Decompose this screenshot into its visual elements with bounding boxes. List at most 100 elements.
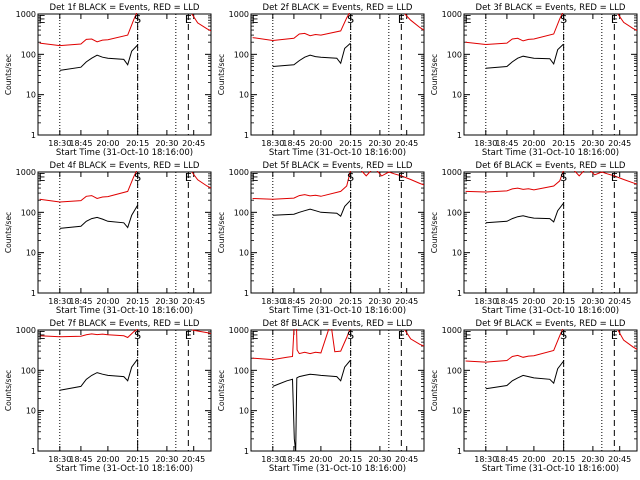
event-marker: S bbox=[560, 13, 567, 26]
panel-det-6: Det 6f BLACK = Events, RED = LLD 1 10 100 10… bbox=[430, 161, 638, 316]
event-marker: E bbox=[185, 171, 192, 184]
x-tick-label: 18:30 bbox=[48, 297, 71, 306]
x-tick-label: 18:45 bbox=[69, 455, 92, 464]
x-tick-label: 20:45 bbox=[395, 455, 418, 464]
x-tick-label: 20:00 bbox=[309, 297, 332, 306]
x-tick-label: 18:45 bbox=[495, 139, 518, 148]
x-axis-label: Start Time (31-Oct-10 18:16:00) bbox=[269, 464, 406, 474]
x-tick-label: 20:15 bbox=[126, 139, 149, 148]
series-line-events bbox=[485, 202, 564, 224]
x-tick-label: 20:30 bbox=[368, 455, 391, 464]
x-tick-label: 20:30 bbox=[155, 139, 178, 148]
plot-frame bbox=[463, 329, 638, 452]
y-tick-label: 1 bbox=[244, 131, 249, 140]
x-tick-label: 18:45 bbox=[495, 297, 518, 306]
x-axis-label: Start Time (31-Oct-10 18:16:00) bbox=[482, 306, 619, 316]
y-tick-label: 1 bbox=[31, 131, 36, 140]
y-tick-label: 1000 bbox=[229, 10, 249, 19]
y-tick-label: 1 bbox=[31, 289, 36, 298]
x-tick-label: 20:00 bbox=[522, 455, 545, 464]
x-tick-label: 18:45 bbox=[282, 139, 305, 148]
y-tick-label: 10 bbox=[239, 407, 249, 416]
x-tick-label: 20:00 bbox=[96, 455, 119, 464]
y-tick-label: 1 bbox=[457, 289, 462, 298]
series-line-events bbox=[59, 44, 138, 71]
panel-title: Det 4f BLACK = Events, RED = LLD bbox=[50, 161, 200, 171]
series-line-events bbox=[485, 43, 564, 69]
panel-det-7: Det 7f BLACK = Events, RED = LLD 1 10 100 10… bbox=[4, 319, 212, 474]
panel-title: Det 6f BLACK = Events, RED = LLD bbox=[476, 161, 626, 171]
event-marker: E bbox=[398, 13, 405, 26]
plot-frame bbox=[37, 329, 212, 452]
x-tick-label: 20:45 bbox=[182, 297, 205, 306]
series-line-lld bbox=[39, 171, 138, 203]
panel-det-4: Det 4f BLACK = Events, RED = LLD 1 10 100 10… bbox=[4, 161, 212, 316]
panel-det-3: Det 3f BLACK = Events, RED = LLD 1 10 100 10… bbox=[430, 3, 638, 158]
y-tick-label: 1 bbox=[244, 447, 249, 456]
x-tick-label: 20:45 bbox=[395, 297, 418, 306]
x-tick-label: 18:45 bbox=[282, 297, 305, 306]
y-axis-label: Counts/sec bbox=[4, 212, 13, 253]
x-tick-label: 18:30 bbox=[48, 455, 71, 464]
event-marker: S bbox=[560, 171, 567, 184]
x-axis-label: Start Time (31-Oct-10 18:16:00) bbox=[56, 148, 193, 158]
event-marker: E bbox=[611, 13, 618, 26]
event-marker: E bbox=[611, 171, 618, 184]
plot-frame bbox=[250, 13, 425, 136]
y-axis-label: Counts/sec bbox=[217, 54, 226, 95]
y-axis-label: Counts/sec bbox=[430, 212, 439, 253]
x-tick-label: 18:30 bbox=[474, 455, 497, 464]
plot-frame bbox=[250, 171, 425, 294]
series-line-lld bbox=[191, 171, 211, 189]
series-line-events bbox=[272, 199, 351, 217]
x-tick-label: 20:45 bbox=[182, 139, 205, 148]
y-axis-label: Counts/sec bbox=[430, 370, 439, 411]
y-tick-label: 10 bbox=[452, 407, 462, 416]
series-line-lld bbox=[252, 171, 424, 200]
x-tick-label: 20:30 bbox=[155, 297, 178, 306]
y-tick-label: 10 bbox=[452, 249, 462, 258]
series-line-events bbox=[59, 358, 139, 391]
y-tick-label: 100 bbox=[234, 366, 249, 375]
event-marker: S bbox=[134, 329, 141, 342]
y-tick-label: 100 bbox=[234, 50, 249, 59]
y-tick-label: 1000 bbox=[442, 10, 462, 19]
x-tick-label: 18:30 bbox=[474, 139, 497, 148]
x-axis-label: Start Time (31-Oct-10 18:16:00) bbox=[269, 306, 406, 316]
y-axis-label: Counts/sec bbox=[430, 54, 439, 95]
x-tick-label: 18:45 bbox=[69, 297, 92, 306]
x-tick-label: 20:30 bbox=[368, 139, 391, 148]
y-tick-label: 100 bbox=[447, 366, 462, 375]
y-tick-label: 1000 bbox=[442, 168, 462, 177]
y-tick-label: 100 bbox=[447, 208, 462, 217]
event-marker: E bbox=[252, 171, 259, 184]
x-axis-label: Start Time (31-Oct-10 18:16:00) bbox=[269, 148, 406, 158]
x-tick-label: 20:00 bbox=[96, 139, 119, 148]
x-axis-label: Start Time (31-Oct-10 18:16:00) bbox=[56, 464, 193, 474]
event-marker: S bbox=[560, 329, 567, 342]
series-line-lld bbox=[39, 329, 138, 339]
series-line-lld bbox=[465, 329, 564, 363]
x-tick-label: 20:15 bbox=[126, 297, 149, 306]
event-marker: S bbox=[347, 329, 354, 342]
series-line-lld bbox=[191, 329, 211, 334]
y-tick-label: 100 bbox=[21, 50, 36, 59]
x-tick-label: 20:15 bbox=[126, 455, 149, 464]
x-tick-label: 18:30 bbox=[261, 297, 284, 306]
series-line-events bbox=[272, 359, 351, 451]
event-marker: E bbox=[39, 171, 46, 184]
event-marker: E bbox=[39, 329, 46, 342]
panel-title: Det 2f BLACK = Events, RED = LLD bbox=[263, 3, 413, 13]
x-axis-label: Start Time (31-Oct-10 18:16:00) bbox=[482, 464, 619, 474]
event-marker: S bbox=[347, 171, 354, 184]
panel-title: Det 9f BLACK = Events, RED = LLD bbox=[476, 319, 626, 329]
plot-frame bbox=[250, 329, 425, 452]
panel-det-1: Det 1f BLACK = Events, RED = LLD 1 10 100 10… bbox=[4, 3, 212, 158]
panel-title: Det 8f BLACK = Events, RED = LLD bbox=[263, 319, 413, 329]
x-tick-label: 20:00 bbox=[309, 139, 332, 148]
x-tick-label: 20:30 bbox=[581, 297, 604, 306]
x-tick-label: 18:30 bbox=[261, 455, 284, 464]
y-axis-label: Counts/sec bbox=[4, 54, 13, 95]
series-line-events bbox=[485, 360, 564, 390]
x-tick-label: 20:15 bbox=[339, 139, 362, 148]
